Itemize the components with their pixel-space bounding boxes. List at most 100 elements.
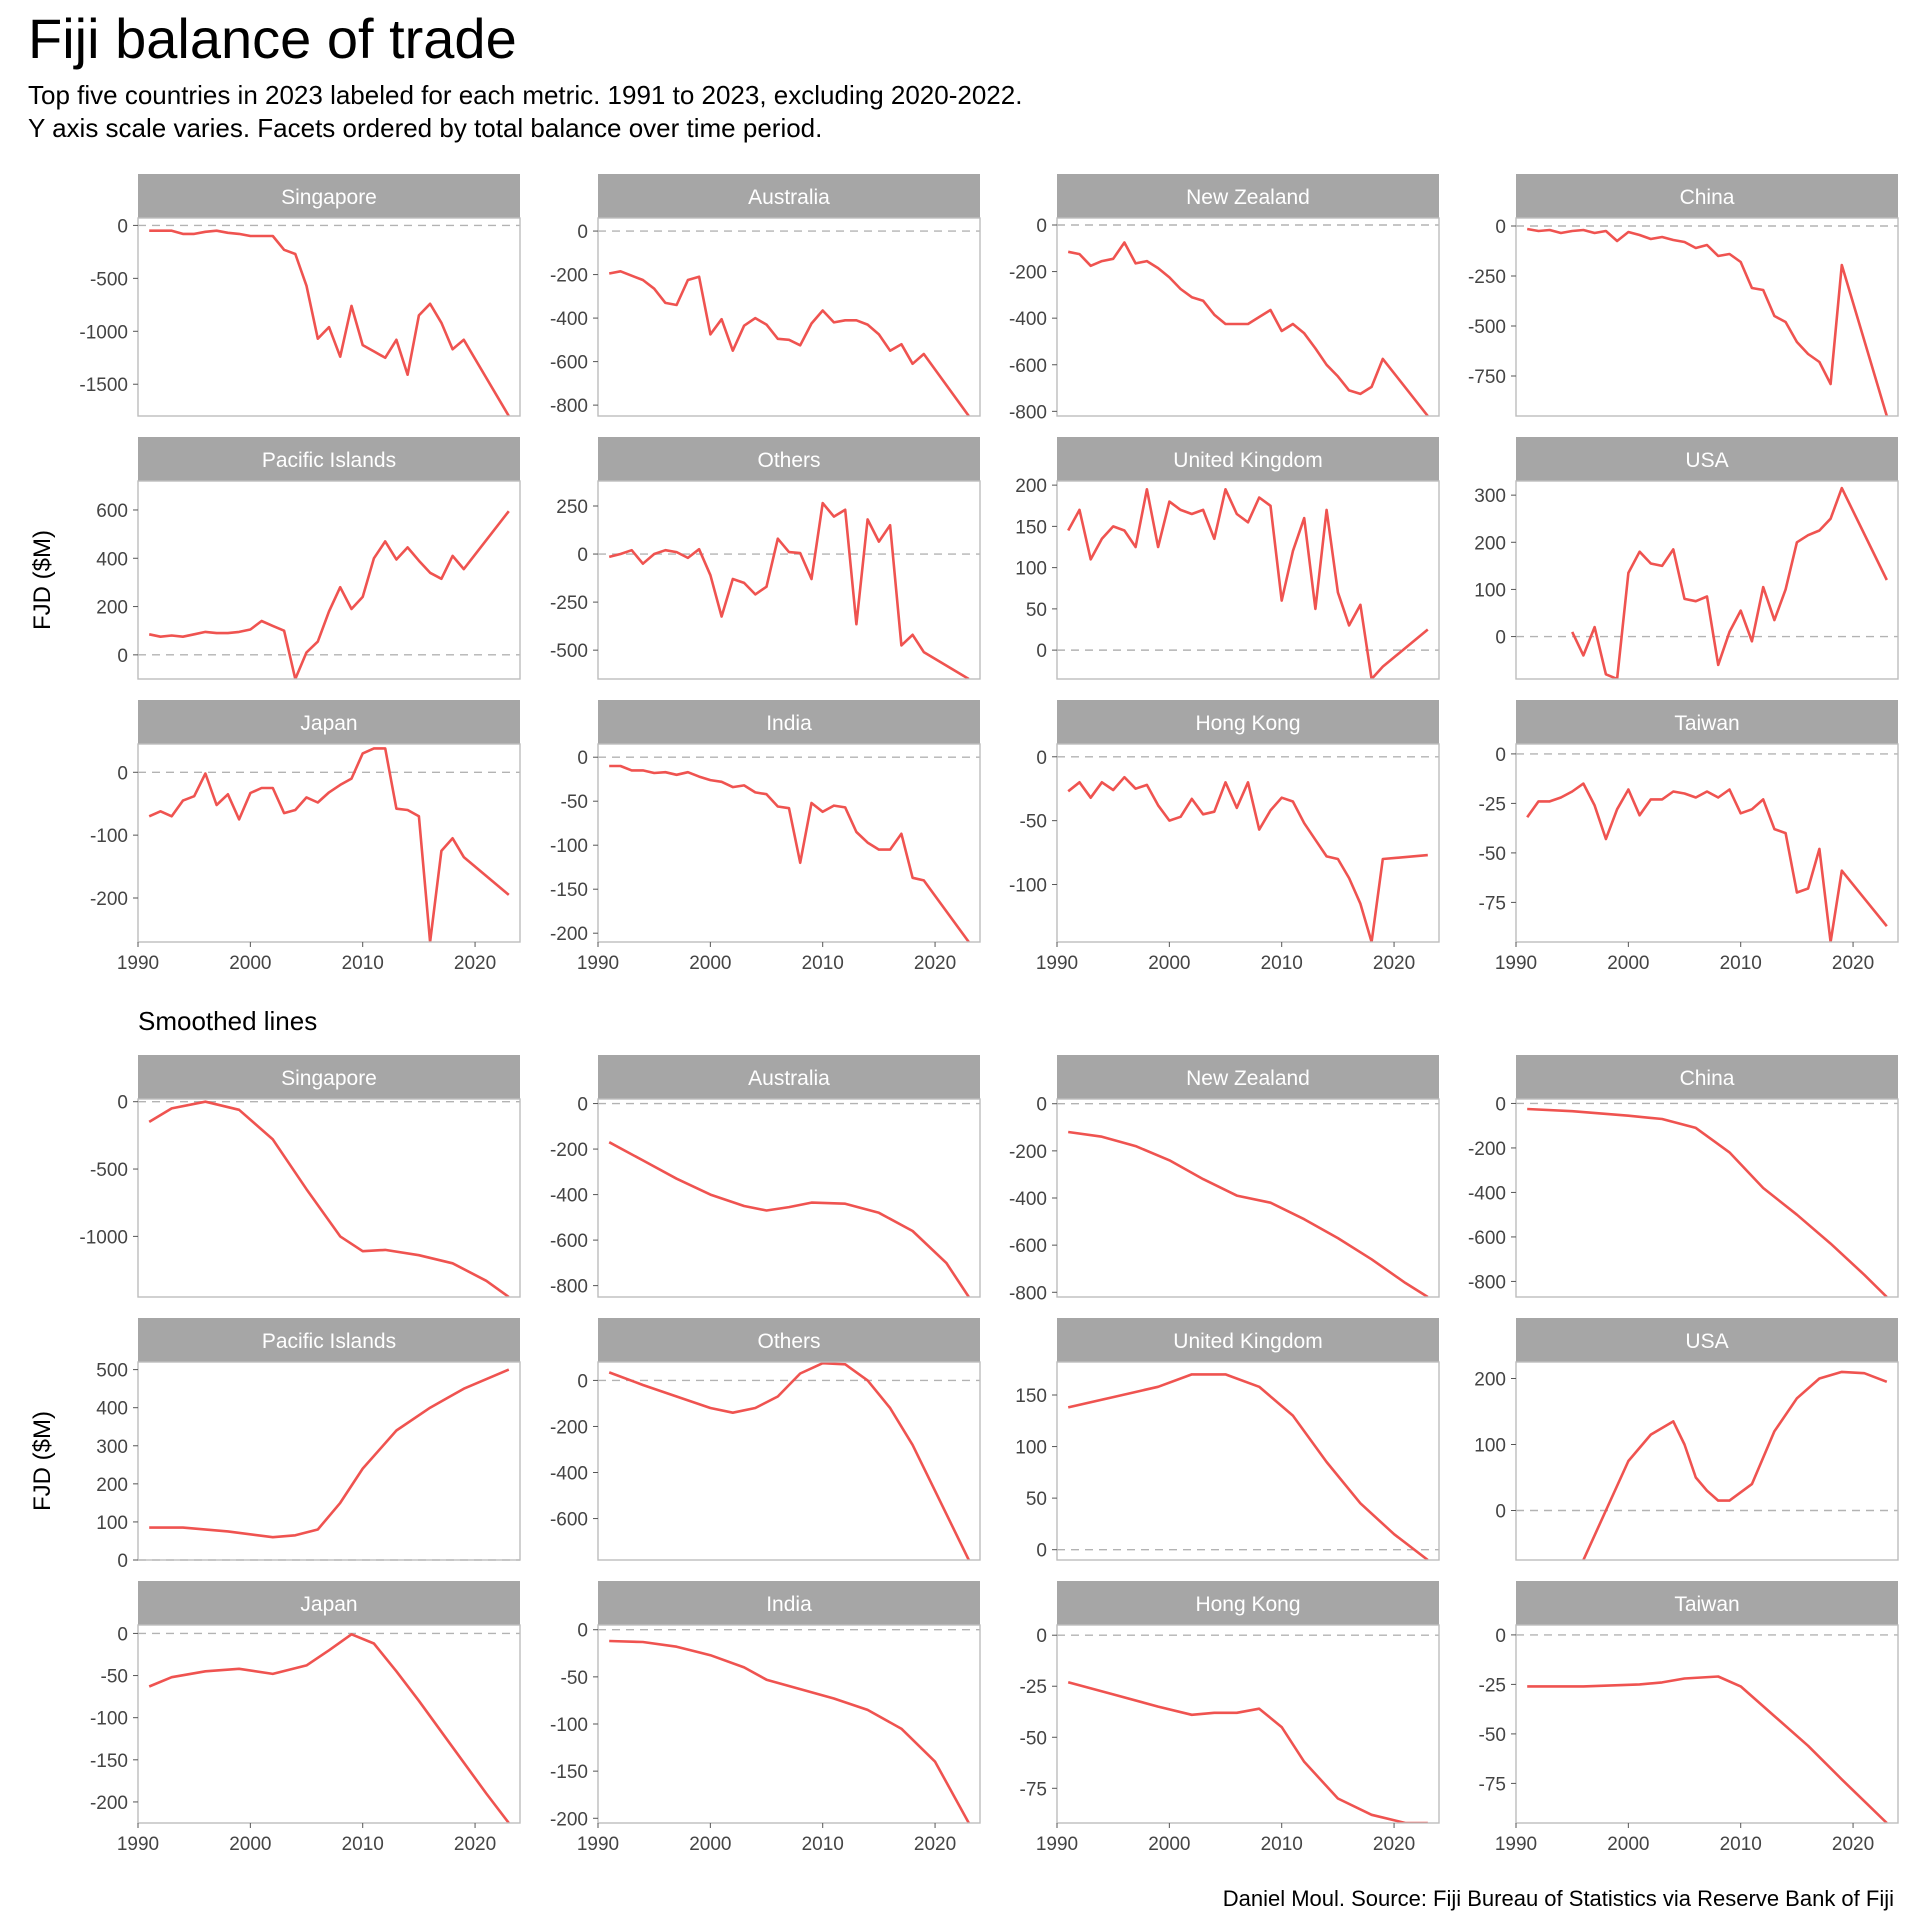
y-tick-label: -50 <box>1020 812 1047 833</box>
series-line <box>1526 782 1888 942</box>
facet-united-kingdom: United Kingdom 200 150 100 50 0 <box>1015 437 1440 680</box>
y-tick-label: 0 <box>1495 745 1506 766</box>
chart-title: Fiji balance of trade <box>28 7 517 70</box>
facet-strip <box>1516 1318 1898 1362</box>
y-tick-label: 400 <box>96 549 128 570</box>
panel-border <box>137 1624 521 1824</box>
facet-strip <box>138 437 520 481</box>
facet-new-zealand: New Zealand 0 -200 -400 -600 -800 <box>1009 174 1440 423</box>
y-tick-label: -50 <box>101 1667 128 1688</box>
y-tick-label: -100 <box>550 1715 588 1736</box>
x-tick-label: 2020 <box>1373 1834 1415 1855</box>
x-tick-label: 2010 <box>1720 953 1762 974</box>
x-tick-label: 2000 <box>229 953 271 974</box>
y-tick-label: -150 <box>90 1751 128 1772</box>
panel-border <box>597 1624 981 1824</box>
y-tick-label: -800 <box>1468 1272 1506 1293</box>
y-tick-label: 0 <box>1036 748 1047 769</box>
series-line <box>608 269 970 416</box>
y-tick-label: 100 <box>1474 580 1506 601</box>
facet-strip-label: USA <box>1685 449 1728 472</box>
x-tick-label: 1990 <box>117 1834 159 1855</box>
y-axis-label: FJD ($M) <box>29 530 56 630</box>
y-tick-label: 0 <box>1495 1502 1506 1523</box>
y-tick-label: 100 <box>1015 1438 1047 1459</box>
y-tick-label: -100 <box>1009 876 1047 897</box>
panel-border <box>597 480 981 680</box>
facet-strip <box>1057 1318 1439 1362</box>
y-tick-label: 200 <box>1474 533 1506 554</box>
y-tick-label: 0 <box>117 646 128 667</box>
y-tick-label: -400 <box>1468 1183 1506 1204</box>
facet-strip-label: Taiwan <box>1674 712 1739 735</box>
facet-china: China 0 -200 -400 -600 -800 <box>1468 1055 1899 1298</box>
facet-strip <box>1057 700 1439 744</box>
y-tick-label: -50 <box>1020 1728 1047 1749</box>
panel-border <box>1056 743 1440 943</box>
panel-border <box>1515 743 1899 943</box>
y-tick-label: -400 <box>1009 1189 1047 1210</box>
y-tick-label: -400 <box>550 1186 588 1207</box>
facet-india: India 0 -50 -100 -150 -200 1990 2000 2010 2020 <box>550 700 981 974</box>
facet-strip <box>138 700 520 744</box>
series-line <box>1582 1370 1888 1560</box>
y-tick-label: 0 <box>117 1093 128 1114</box>
facet-strip-label: Singapore <box>281 186 377 209</box>
x-tick-label: 2020 <box>1373 953 1415 974</box>
y-tick-label: 0 <box>1036 1541 1047 1562</box>
x-tick-label: 2020 <box>454 1834 496 1855</box>
y-tick-label: 0 <box>577 545 588 566</box>
x-tick-label: 2010 <box>802 953 844 974</box>
facet-strip <box>1516 1055 1898 1099</box>
y-tick-label: -400 <box>1009 309 1047 330</box>
facet-strip-label: Others <box>757 449 820 472</box>
y-tick-label: 100 <box>1015 559 1047 580</box>
facet-australia: Australia 0 -200 -400 -600 -800 <box>550 174 981 417</box>
facet-strip <box>138 174 520 218</box>
facet-australia: Australia 0 -200 -400 -600 -800 <box>550 1055 981 1298</box>
y-tick-label: 0 <box>1036 216 1047 237</box>
facet-singapore: Singapore 0 -500 -1000 <box>79 1055 521 1298</box>
x-tick-label: 1990 <box>1036 953 1078 974</box>
facet-strip <box>1057 437 1439 481</box>
y-tick-label: 400 <box>96 1399 128 1420</box>
panel-border <box>1515 480 1899 680</box>
series-line <box>1067 775 1428 942</box>
series-line <box>608 1141 970 1297</box>
y-tick-label: -800 <box>1009 1283 1047 1304</box>
panel-border <box>137 1361 521 1561</box>
y-tick-label: -200 <box>1468 1139 1506 1160</box>
y-tick-label: -800 <box>550 396 588 417</box>
y-tick-label: -50 <box>561 792 588 813</box>
y-tick-label: -75 <box>1020 1779 1047 1800</box>
y-tick-label: 0 <box>577 748 588 769</box>
y-tick-label: -100 <box>90 826 128 847</box>
y-tick-label: -200 <box>550 1140 588 1161</box>
chart-block-raw: FJD ($M)Singapore0-500-1000-1500Australi… <box>29 174 1899 974</box>
facet-taiwan: Taiwan 0 -25 -50 -75 1990 2000 2010 2020 <box>1479 1581 1899 1855</box>
chart-block-smoothed: FJD ($M)Singapore0-500-1000Australia0-20… <box>29 1055 1899 1855</box>
x-tick-label: 2000 <box>689 953 731 974</box>
facet-strip-label: China <box>1680 1067 1735 1090</box>
facet-strip <box>138 1055 520 1099</box>
facet-japan: Japan 0 -100 -200 1990 2000 2010 2020 <box>90 700 521 974</box>
chart-subtitle-line-2: Y axis scale varies. Facets ordered by t… <box>28 113 823 143</box>
panel-border <box>1056 217 1440 417</box>
y-tick-label: -600 <box>1468 1228 1506 1249</box>
y-tick-label: -500 <box>90 269 128 290</box>
y-tick-label: 200 <box>96 598 128 619</box>
panel-border <box>597 1098 981 1298</box>
y-tick-label: 0 <box>1036 1626 1047 1647</box>
y-tick-label: -25 <box>1479 1675 1506 1696</box>
x-tick-label: 2010 <box>342 1834 384 1855</box>
y-tick-label: -500 <box>550 641 588 662</box>
facet-taiwan: Taiwan 0 -25 -50 -75 1990 2000 2010 2020 <box>1479 700 1899 974</box>
facet-strip <box>138 1581 520 1625</box>
facet-strip <box>598 437 980 481</box>
facet-china: China 0 -250 -500 -750 <box>1468 174 1899 417</box>
x-tick-label: 2010 <box>802 1834 844 1855</box>
facet-strip <box>138 1318 520 1362</box>
series-line <box>149 1368 510 1539</box>
series-line <box>148 510 510 679</box>
y-tick-label: -500 <box>1468 317 1506 338</box>
